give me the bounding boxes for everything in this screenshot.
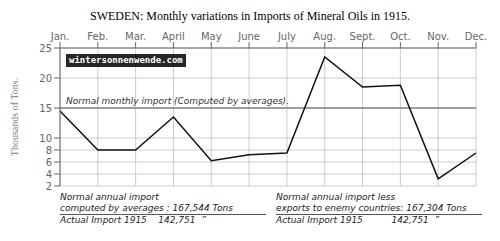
svg-text:25: 25	[39, 43, 52, 54]
html-text:Normal annual import: Normal annual import	[60, 192, 159, 202]
svg-text:Normal monthly import (Compute: Normal monthly import (Computed by avera…	[66, 96, 289, 106]
svg-text:Sept.: Sept.	[350, 31, 376, 42]
svg-text:June: June	[237, 31, 260, 42]
svg-text:Dec.: Dec.	[465, 31, 488, 42]
svg-text:8: 8	[46, 145, 52, 156]
svg-text:10: 10	[39, 133, 52, 144]
svg-text:20: 20	[39, 73, 52, 84]
svg-text:15: 15	[39, 103, 52, 114]
html-text:exports to enemy countries: 16: exports to enemy countries: 167,304 Tons	[276, 203, 467, 213]
svg-text:Oct.: Oct.	[390, 31, 410, 42]
svg-text:May: May	[201, 31, 222, 42]
svg-text:April: April	[162, 31, 185, 42]
svg-text:Thousands of Tons.: Thousands of Tons.	[9, 78, 20, 156]
svg-text:Feb.: Feb.	[87, 31, 108, 42]
svg-text:Jan.: Jan.	[50, 31, 70, 42]
html-text:Normal annual import less: Normal annual import less	[276, 192, 396, 202]
html-text:Actual Import 1915 142,751 ”: Actual Import 1915 142,751 ”	[276, 215, 440, 225]
html-text:Actual Import 1915 142,751 ”: Actual Import 1915 142,751 ”	[60, 215, 206, 225]
html-text:SWEDEN: Monthly variations in: SWEDEN: Monthly variations in Imports of…	[90, 9, 410, 23]
svg-text:Mar.: Mar.	[125, 31, 146, 42]
svg-text:2: 2	[46, 181, 52, 190]
svg-text:Nov.: Nov.	[427, 31, 449, 42]
html-text:computed by averages : 167,544: computed by averages : 167,544 Tons	[60, 203, 233, 213]
svg-text:6: 6	[46, 157, 52, 168]
html-text:wintersonnenwende.com: wintersonnenwende.com	[69, 55, 183, 65]
svg-text:Aug.: Aug.	[313, 31, 336, 42]
svg-text:4: 4	[46, 169, 52, 180]
svg-text:July: July	[277, 31, 296, 42]
